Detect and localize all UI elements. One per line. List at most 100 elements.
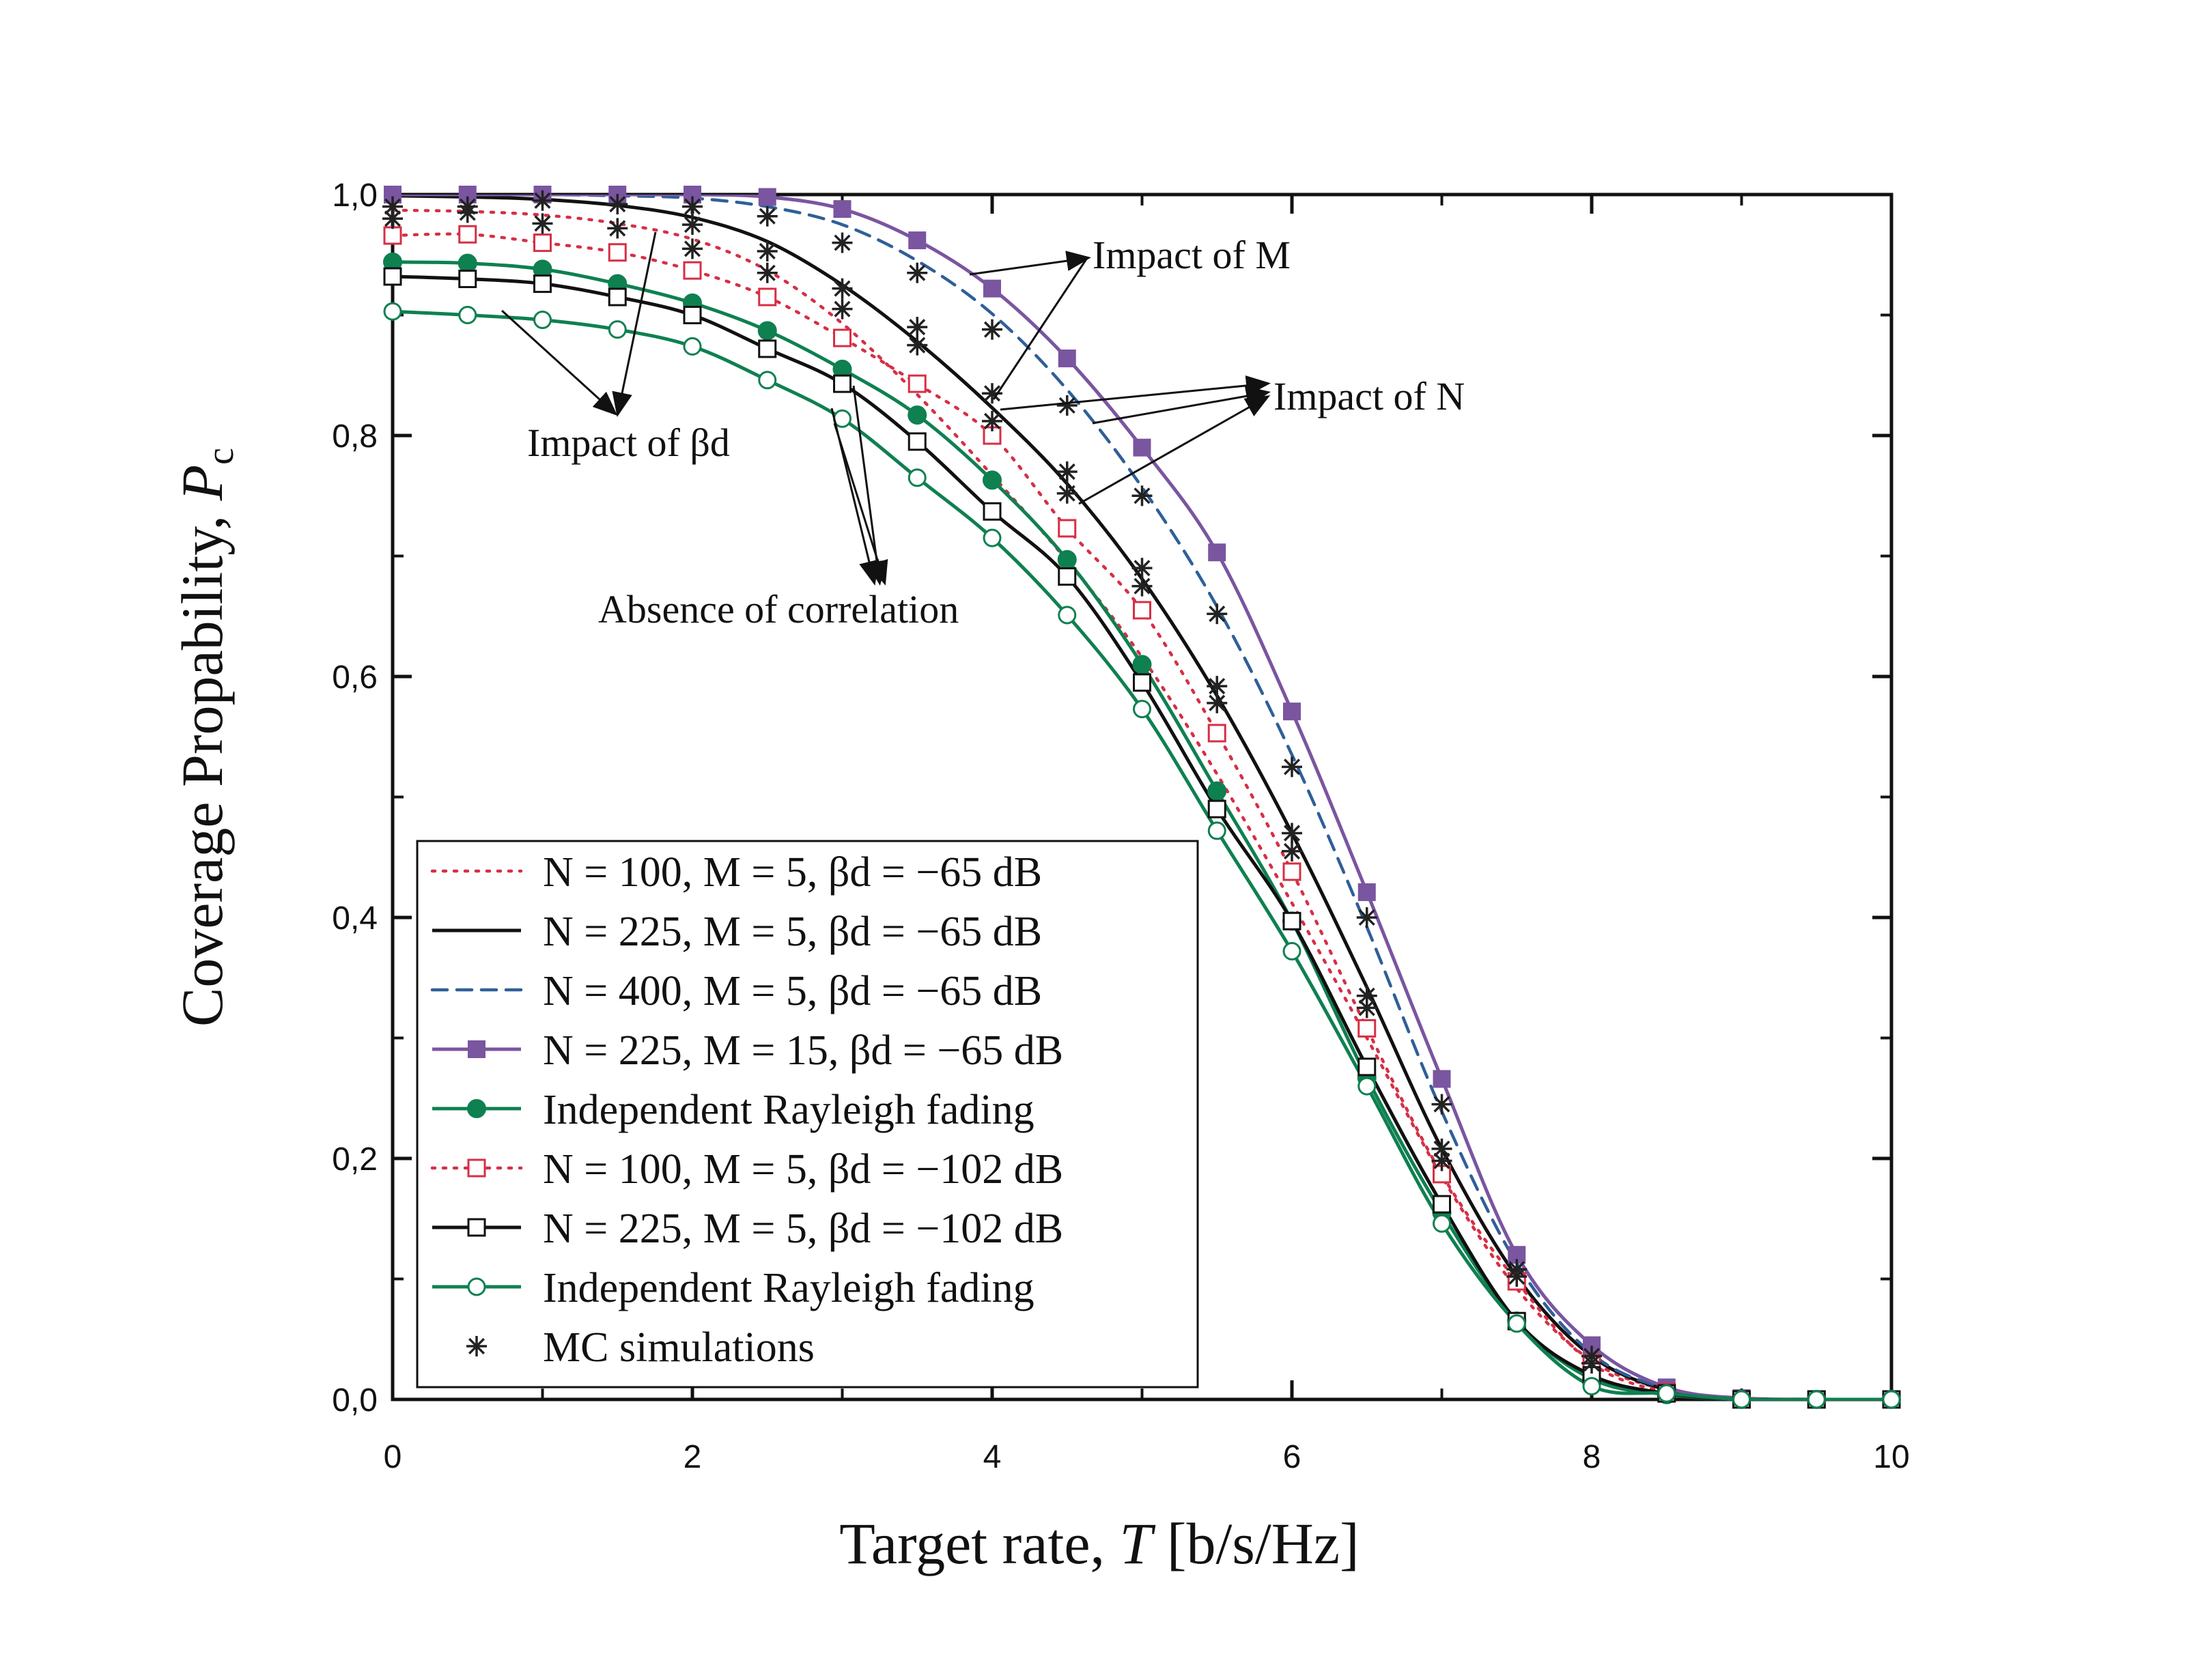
arrow-impact-m-2 xyxy=(992,257,1088,400)
series-7-point xyxy=(1282,911,1301,930)
x-axis-title-main: Target rate, xyxy=(839,1511,1119,1576)
x-axis-title: Target rate, T [b/s/Hz] xyxy=(839,1511,1359,1576)
series-8-point xyxy=(907,468,927,487)
series-4-point xyxy=(1508,1246,1526,1264)
legend-label-3: N = 400, M = 5, βd = −65 dB xyxy=(543,968,1042,1014)
x-tick-label: 6 xyxy=(1283,1439,1301,1475)
mc-point xyxy=(532,213,553,234)
series-8-point xyxy=(1207,821,1226,840)
y-tick-label: 0,8 xyxy=(332,418,378,455)
annotation-impact-n: Impact of N xyxy=(1273,374,1465,418)
series-7-point xyxy=(1207,799,1226,818)
series-7-point xyxy=(1357,1057,1377,1077)
series-7-point xyxy=(833,374,851,393)
series-7-point xyxy=(1133,673,1151,692)
series-4-point xyxy=(1058,350,1076,368)
series-7-point xyxy=(608,287,627,307)
series-8-point xyxy=(683,337,702,356)
series-6-point xyxy=(1133,601,1151,620)
mc-point xyxy=(1131,575,1153,597)
series-6-point xyxy=(907,374,927,393)
series-4-point xyxy=(833,200,851,218)
arrow-absence-2 xyxy=(852,385,887,586)
mc-point xyxy=(1056,483,1078,504)
annotation-impact-m: Impact of M xyxy=(1093,233,1291,277)
series-5-point xyxy=(757,321,777,341)
series-8-point xyxy=(1058,606,1077,625)
mc-point xyxy=(532,190,553,211)
mc-point xyxy=(1431,1094,1452,1115)
mc-point xyxy=(1056,461,1078,482)
series-line-7 xyxy=(392,274,1891,1401)
series-line-2 xyxy=(392,195,1891,1401)
x-tick-label: 4 xyxy=(983,1439,1002,1475)
series-7-point xyxy=(983,502,1002,521)
mc-point xyxy=(982,319,1002,340)
legend-sample-marker-6 xyxy=(467,1158,486,1178)
series-8-point xyxy=(1133,700,1151,719)
mc-point xyxy=(907,334,928,356)
legend-label-9: MC simulations xyxy=(543,1324,815,1371)
series-6-point xyxy=(1207,724,1226,743)
y-tick-label: 1,0 xyxy=(332,177,378,214)
legend-sample-marker-4 xyxy=(468,1040,485,1058)
series-7-point xyxy=(758,339,777,358)
arrow-impact-n-3 xyxy=(1078,395,1271,505)
series-7-point xyxy=(1433,1195,1451,1214)
mc-point xyxy=(457,202,478,223)
arrow-impact-beta-1 xyxy=(501,309,618,416)
mc-point xyxy=(682,238,703,259)
series-markers xyxy=(383,186,1901,1409)
mc-point xyxy=(1282,840,1302,862)
mc-point xyxy=(1431,1150,1452,1171)
arrow-impact-n-1 xyxy=(1000,375,1271,411)
mc-point xyxy=(907,262,928,283)
mc-point xyxy=(982,383,1002,404)
legend-label-8: Independent Rayleigh fading xyxy=(543,1265,1034,1311)
y-axis-title-var: P xyxy=(169,465,235,502)
series-4-point xyxy=(758,188,776,206)
series-7-point xyxy=(458,270,477,289)
series-4-point xyxy=(1433,1070,1451,1088)
mc-point xyxy=(832,232,853,253)
mc-point xyxy=(1282,756,1302,778)
series-6-point xyxy=(833,328,851,347)
mc-point xyxy=(1282,823,1302,844)
mc-point xyxy=(982,410,1002,431)
x-axis-title-unit: [b/s/Hz] xyxy=(1152,1511,1359,1576)
series-5-point xyxy=(907,405,927,425)
series-6-point xyxy=(383,226,402,245)
arrow-impact-n-2 xyxy=(1092,386,1271,425)
series-4-point xyxy=(983,279,1001,298)
legend-label-2: N = 225, M = 5, βd = −65 dB xyxy=(543,909,1042,955)
series-6-point xyxy=(533,233,552,253)
series-line-8 xyxy=(392,309,1891,1401)
mc-point xyxy=(1431,1138,1452,1159)
annotation-absence-correlation: Absence of correlation xyxy=(598,587,959,631)
series-6-point xyxy=(758,287,777,307)
series-5-point xyxy=(458,253,477,273)
mc-point xyxy=(607,218,628,239)
legend-label-5: Independent Rayleigh fading xyxy=(543,1087,1034,1133)
legend-label-7: N = 225, M = 5, βd = −102 dB xyxy=(543,1206,1063,1252)
legend: N = 100, M = 5, βd = −65 dB N = 225, M =… xyxy=(416,840,1199,1389)
series-8-point xyxy=(1807,1390,1826,1409)
series-4-point xyxy=(1208,543,1226,562)
axis-ticks: 0 2 4 6 8 10 0,0 0,2 0,4 0,6 0,8 1,0 xyxy=(332,177,1909,1475)
arrow-impact-m-1 xyxy=(969,251,1091,276)
series-8-point xyxy=(758,371,777,390)
series-8-point xyxy=(383,302,402,321)
legend-sample-marker-7 xyxy=(467,1218,486,1237)
series-8-point xyxy=(1732,1390,1751,1409)
series-7-point xyxy=(1058,567,1077,586)
y-tick-label: 0,2 xyxy=(332,1141,378,1178)
legend-label-1: N = 100, M = 5, βd = −65 dB xyxy=(543,849,1042,896)
series-6-point xyxy=(608,243,627,262)
mc-point xyxy=(832,298,853,319)
mc-simulation-markers xyxy=(382,190,1602,1374)
series-8-point xyxy=(1282,941,1301,960)
mc-point xyxy=(1056,395,1078,416)
mc-point xyxy=(1207,676,1228,697)
mc-point xyxy=(1207,603,1228,625)
mc-point xyxy=(607,194,628,215)
